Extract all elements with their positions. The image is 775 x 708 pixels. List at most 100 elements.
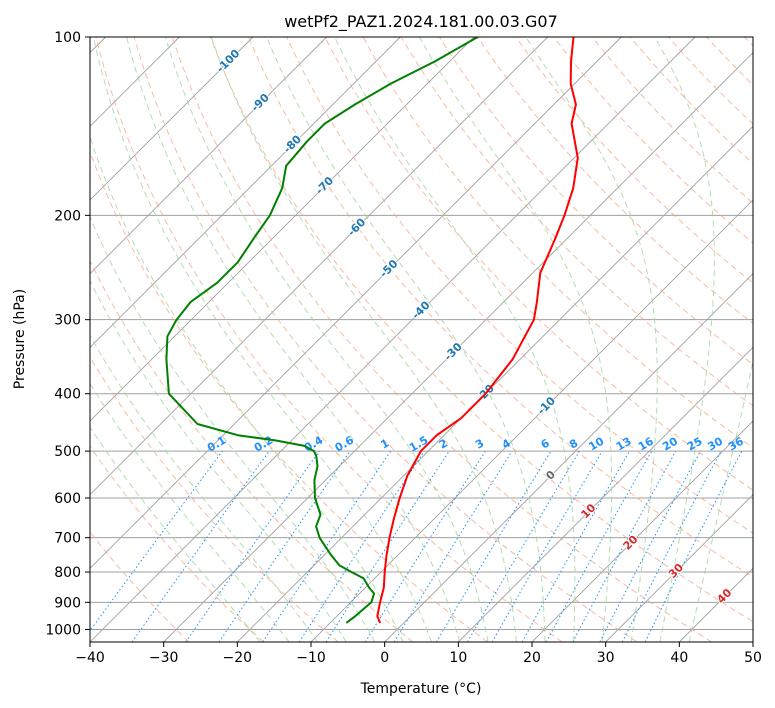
isotherm-line (90, 37, 475, 422)
moist-adiabat-line (90, 382, 290, 642)
isotherm-line (605, 494, 753, 642)
moist-adiabat-line (418, 37, 613, 642)
x-tick-label: 30 (597, 650, 615, 666)
mixing-ratio-label: 6 (539, 436, 552, 451)
mixing-ratio-label: 8 (567, 437, 580, 452)
mixing-ratio-line (599, 450, 701, 642)
dry-adiabat-line (706, 37, 753, 86)
isotherm-label: 10 (578, 501, 598, 521)
isotherm-line (90, 37, 327, 275)
chart-title: wetPf2_PAZ1.2024.181.00.03.G07 (284, 12, 558, 32)
mixing-ratio-line (185, 450, 320, 642)
moist-adiabat-line (654, 37, 715, 642)
dry-adiabat-line (477, 37, 753, 325)
isotherm-label: -90 (249, 91, 272, 114)
mixing-ratio-line (545, 450, 653, 642)
isotherm-line (90, 37, 401, 348)
dry-adiabat-line (90, 531, 190, 642)
moist-adiabat-line (210, 37, 517, 642)
isotherm-line (531, 420, 753, 642)
background-lines (90, 37, 753, 642)
mixing-ratio-line (572, 450, 677, 642)
isotherm-label: -30 (442, 340, 465, 363)
y-tick-label: 800 (54, 565, 81, 581)
x-tick-label: −20 (223, 650, 253, 666)
dry-adiabat-line (90, 150, 488, 642)
y-tick-label: 200 (54, 208, 81, 224)
moist-adiabat-line (90, 426, 261, 642)
dry-adiabat-line (210, 37, 753, 623)
mixing-ratio-line (262, 450, 392, 642)
moist-adiabat-line (266, 37, 546, 642)
dry-adiabat-line (629, 37, 753, 165)
isotherm-line (90, 37, 548, 496)
x-tick-label: 50 (744, 650, 762, 666)
moist-adiabat-line (90, 334, 319, 642)
y-tick-label: 500 (54, 444, 81, 460)
isotherm-line (384, 273, 753, 642)
y-tick-label: 600 (54, 491, 81, 507)
mixing-ratio-line (521, 450, 630, 642)
y-tick-label: 100 (54, 30, 81, 46)
isotherm-line (752, 641, 753, 642)
plot-frame (89, 36, 754, 643)
y-tick-label: 1000 (45, 622, 81, 638)
isotherm-label: -10 (535, 394, 558, 417)
y-tick-label: 300 (54, 313, 81, 329)
y-tick-label: 400 (54, 387, 81, 403)
mixing-ratio-line (435, 450, 552, 642)
mixing-ratio-line (90, 450, 223, 632)
x-tick-label: −10 (296, 650, 326, 666)
isotherm-label: -100 (214, 47, 243, 76)
isotherm-line (237, 125, 753, 642)
isotherm-label: 40 (714, 586, 734, 606)
mixing-ratio-label: 4 (500, 436, 513, 451)
profile-lines (165, 37, 579, 624)
x-tick-label: 0 (380, 650, 389, 666)
isotherm-label: 0 (543, 468, 558, 483)
isotherm-line (90, 37, 622, 569)
dry-adiabat-line (400, 37, 753, 407)
dry-adiabat-line (362, 37, 753, 449)
isotherm-label: -60 (345, 215, 368, 238)
mixing-ratio-line (131, 450, 270, 642)
isotherm-line (310, 199, 753, 642)
isotherm-label: -40 (409, 298, 432, 321)
dry-adiabat-line (133, 37, 638, 642)
mixing-ratio-line (298, 450, 425, 642)
dry-adiabat-line (90, 259, 414, 642)
isotherm-label: -80 (281, 132, 304, 155)
dry-adiabat-line (248, 37, 753, 578)
x-axis-label: Temperature (°C) (360, 681, 482, 697)
moist-adiabat-line (90, 135, 404, 642)
y-axis-ticks: 1000 900 800 700 600 500 400 300 200 100 (45, 30, 90, 638)
moist-adiabat-line (92, 37, 432, 642)
dry-adiabat-line (744, 37, 753, 47)
isotherm-line (679, 567, 753, 642)
dry-adiabat-line (171, 37, 712, 642)
x-tick-label: 20 (523, 650, 541, 666)
isotherm-line (90, 37, 696, 642)
moist-adiabat-line (90, 215, 376, 642)
y-tick-label: 900 (54, 595, 81, 611)
isotherm-line (163, 52, 753, 642)
dry-adiabat-line (668, 37, 753, 125)
x-tick-label: 40 (670, 650, 688, 666)
mixing-ratio-line (325, 450, 450, 642)
mixing-ratio-label: 3 (473, 437, 486, 452)
dry-adiabat-line (95, 37, 563, 642)
x-tick-label: 10 (449, 650, 467, 666)
x-tick-label: −30 (149, 650, 179, 666)
temperature-profile-line (376, 37, 579, 624)
y-tick-label: 700 (54, 531, 81, 547)
mixing-ratio-label: 1 (378, 437, 391, 452)
dry-adiabat-line (553, 37, 753, 244)
isotherm-label: 30 (666, 561, 686, 581)
dry-adiabat-line (90, 445, 264, 642)
mixing-ratio-line (218, 450, 351, 642)
dewpoint-profile-line (165, 37, 479, 624)
moist-adiabat-line (164, 37, 489, 642)
moist-adiabat-line (525, 37, 658, 642)
dry-adiabat-line (324, 37, 753, 491)
